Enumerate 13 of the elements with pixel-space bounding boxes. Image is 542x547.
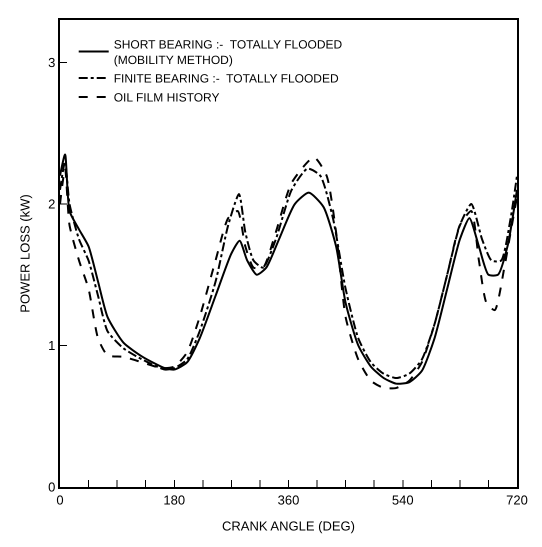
legend-label: SHORT BEARING :- TOTALLY FLOODED (MOBILITY METHOD) <box>114 37 343 67</box>
x-axis-title: CRANK ANGLE (DEG) <box>222 518 355 534</box>
x-tick-label: 540 <box>392 492 414 508</box>
y-tick-label: 2 <box>48 196 56 212</box>
x-tick-label: 720 <box>506 492 528 508</box>
legend-label: FINITE BEARING :- TOTALLY FLOODED <box>114 72 339 86</box>
y-tick-label: 1 <box>48 338 56 354</box>
y-axis-title: POWER LOSS (kW) <box>18 194 33 313</box>
x-tick-label: 180 <box>163 492 186 508</box>
legend-label: OIL FILM HISTORY <box>114 90 220 105</box>
y-tick-label: 0 <box>48 480 56 495</box>
y-tick-label: 3 <box>48 55 56 70</box>
x-tick-label: 360 <box>278 492 300 508</box>
